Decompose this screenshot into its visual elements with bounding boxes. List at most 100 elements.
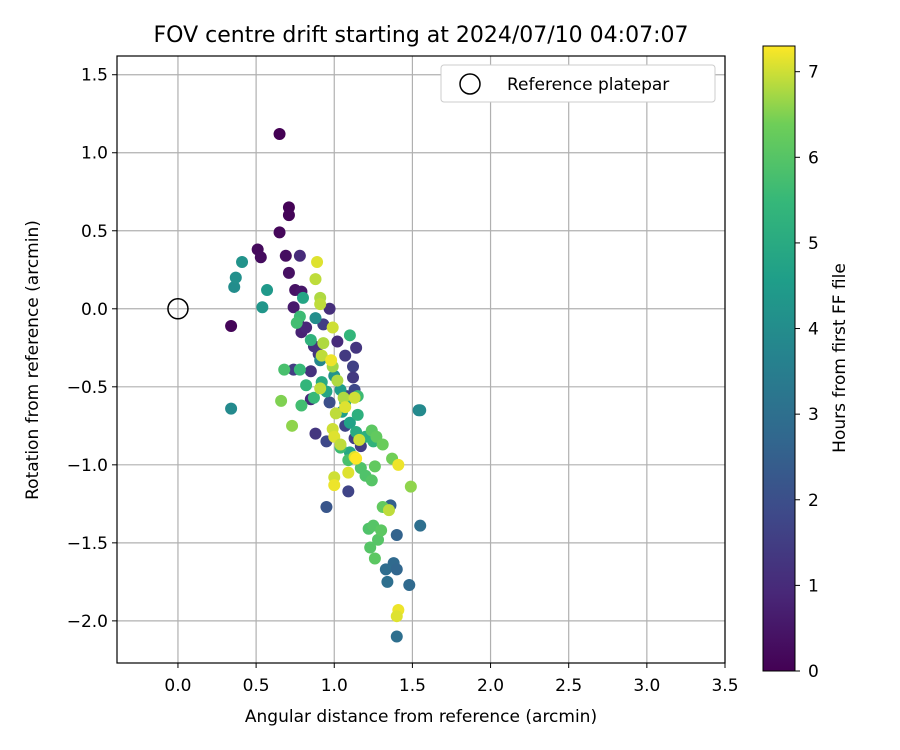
data-point: [317, 337, 330, 350]
colorbar-tick-label: 0: [808, 662, 819, 682]
data-point: [382, 504, 395, 517]
data-point: [326, 321, 339, 334]
data-point: [350, 452, 363, 465]
colorbar-gradient: [762, 45, 796, 672]
data-point: [286, 419, 299, 432]
x-tick-label: 2.5: [555, 676, 582, 696]
data-point: [279, 249, 292, 262]
legend-box: [440, 64, 716, 103]
y-tick-label: 0.0: [81, 300, 108, 320]
y-tick-label: −1.5: [67, 534, 108, 554]
data-point: [304, 333, 317, 346]
y-tick-label: −1.0: [67, 456, 108, 476]
data-point: [337, 391, 350, 404]
x-tick-label: 2.0: [477, 676, 504, 696]
data-point: [351, 408, 364, 421]
data-point: [414, 519, 427, 532]
data-point: [273, 128, 286, 141]
data-point: [339, 401, 352, 414]
data-point: [314, 382, 327, 395]
data-point: [300, 379, 313, 392]
chart-title: FOV centre drift starting at 2024/07/10 …: [154, 23, 689, 48]
colorbar-ticks: 0 1 2 3 4 5 6 7: [795, 63, 819, 682]
colorbar-tick-label: 4: [808, 320, 819, 340]
colorbar-tick-label: 7: [808, 63, 819, 83]
data-point: [307, 391, 320, 404]
data-point: [256, 301, 269, 314]
colorbar-tick-label: 2: [808, 491, 819, 511]
data-point: [390, 630, 403, 643]
data-point: [365, 474, 378, 487]
data-point: [323, 302, 336, 315]
x-tick-label: 1.0: [321, 676, 348, 696]
data-point: [296, 291, 309, 304]
x-tick-label: 0.5: [243, 676, 270, 696]
data-point: [304, 365, 317, 378]
data-point: [350, 341, 363, 354]
data-point: [348, 391, 361, 404]
x-axis-ticks: 0.0 0.5 1.0 1.5 2.0 2.5 3.0 3.5: [164, 663, 739, 696]
data-point: [273, 226, 286, 239]
colorbar-tick-label: 6: [808, 148, 819, 168]
legend-label: Reference platepar: [507, 75, 669, 95]
data-point: [329, 407, 342, 420]
data-point: [320, 500, 333, 513]
data-point: [315, 349, 328, 362]
data-point: [314, 298, 327, 311]
data-point: [414, 404, 427, 417]
y-tick-label: −0.5: [67, 378, 108, 398]
y-axis-label: Rotation from reference (arcmin): [23, 220, 43, 500]
x-tick-label: 0.0: [164, 676, 191, 696]
data-point: [254, 251, 267, 264]
data-point: [390, 529, 403, 542]
reference-platepar-marker: [167, 298, 189, 320]
data-point: [331, 335, 344, 348]
reference-marker: [167, 298, 189, 320]
data-point: [287, 301, 300, 314]
data-point: [372, 533, 385, 546]
data-point: [275, 394, 288, 407]
data-point: [229, 271, 242, 284]
data-points: [225, 128, 427, 643]
data-point: [261, 284, 274, 297]
data-point: [325, 354, 338, 367]
data-point: [342, 466, 355, 479]
y-axis-ticks: −2.0 −1.5 −1.0 −0.5 0.0 0.5 1.0 1.5: [67, 66, 117, 632]
colorbar-tick-label: 1: [808, 576, 819, 596]
data-point: [282, 209, 295, 222]
x-tick-label: 3.0: [633, 676, 660, 696]
data-point: [309, 427, 322, 440]
x-tick-label: 3.5: [711, 676, 738, 696]
y-tick-label: 1.0: [81, 144, 108, 164]
data-point: [343, 416, 356, 429]
data-point: [282, 266, 295, 279]
data-point: [353, 433, 366, 446]
data-point: [300, 321, 313, 334]
data-point: [225, 402, 238, 415]
data-point: [381, 575, 394, 588]
data-point: [404, 480, 417, 493]
data-point: [311, 255, 324, 268]
legend-marker: [459, 73, 481, 95]
data-point: [334, 438, 347, 451]
data-point: [392, 458, 405, 471]
data-point: [331, 374, 344, 387]
data-point: [236, 255, 249, 268]
data-point: [403, 578, 416, 591]
data-point: [323, 396, 336, 409]
data-point: [347, 371, 360, 384]
y-tick-label: 0.5: [81, 222, 108, 242]
plot-frame: [116, 55, 726, 664]
data-point: [375, 524, 388, 537]
y-tick-label: −2.0: [67, 612, 108, 632]
data-point: [339, 349, 352, 362]
data-point: [293, 249, 306, 262]
data-point: [347, 360, 360, 373]
data-point: [278, 363, 291, 376]
data-point: [390, 610, 403, 623]
data-point: [295, 399, 308, 412]
colorbar-tick-label: 5: [808, 234, 819, 254]
data-point: [293, 363, 306, 376]
colorbar: 0 1 2 3 4 5 6 7 Hours from first FF file: [762, 45, 850, 682]
